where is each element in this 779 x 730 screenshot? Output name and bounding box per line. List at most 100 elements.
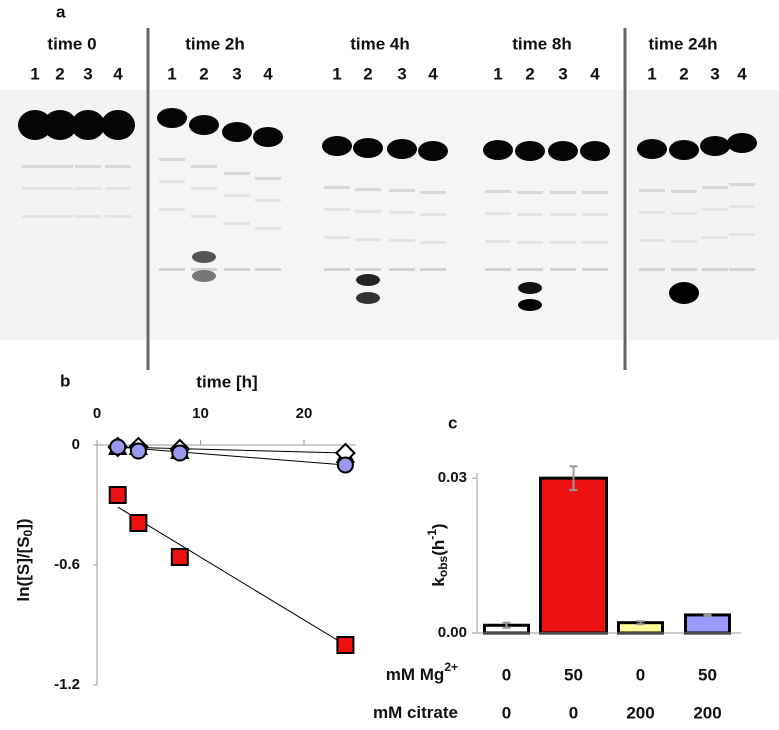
gel-product-band <box>518 282 542 294</box>
gel-band <box>418 141 448 161</box>
gel-faint-band <box>702 208 728 211</box>
label-part: 0 <box>21 529 35 536</box>
gel-faint-band <box>47 215 73 218</box>
lane-number: 3 <box>83 64 92 83</box>
gel-faint-band <box>324 268 350 271</box>
gel-faint-band <box>324 236 350 239</box>
gel-faint-band <box>389 239 415 242</box>
lane-number: 3 <box>232 64 241 83</box>
panel-label: b <box>60 371 70 390</box>
gel-faint-band <box>159 208 185 211</box>
gel-product-band <box>669 282 699 304</box>
gel-faint-band <box>729 183 755 186</box>
gel-time-label: time 24h <box>649 34 718 53</box>
y-axis-title: ln([S]/[S0]) <box>14 518 35 601</box>
lane-number: 2 <box>199 64 208 83</box>
gel-background <box>628 90 779 340</box>
y-tick-label: 0 <box>72 436 80 453</box>
lane-number: 4 <box>113 64 123 83</box>
gel-faint-band <box>420 268 446 271</box>
gel-faint-band <box>22 187 48 190</box>
error-bar <box>703 612 712 617</box>
gel-band <box>669 140 699 160</box>
gel-product-band <box>192 270 216 282</box>
category-label: 0 <box>636 665 645 684</box>
y-tick-label: 0.00 <box>438 624 467 641</box>
error-bar <box>502 621 511 629</box>
gel-band <box>157 108 187 128</box>
gel-faint-band <box>420 213 446 216</box>
gel-faint-band <box>191 268 217 271</box>
point <box>129 442 147 460</box>
fit-line <box>117 446 346 466</box>
gel-faint-band <box>729 268 755 271</box>
gel-faint-band <box>702 186 728 189</box>
gel-band <box>637 139 667 159</box>
gel-faint-band <box>389 211 415 214</box>
gel-faint-band <box>702 268 728 271</box>
gel-faint-band <box>639 189 665 192</box>
gel-band <box>71 110 105 140</box>
point <box>170 548 189 566</box>
gel-faint-band <box>255 268 281 271</box>
gel-band <box>515 141 545 161</box>
gel-band <box>548 141 578 161</box>
gel-band <box>353 138 383 158</box>
gel-band <box>387 139 417 159</box>
category-label: 200 <box>693 703 721 722</box>
gel-faint-band <box>550 213 576 216</box>
y-axis-title: kobs(h-1) <box>425 523 450 586</box>
gel-faint-band <box>550 191 576 194</box>
gel-band <box>322 136 352 156</box>
fit-line <box>117 506 346 646</box>
x-tick-label: 0 <box>93 405 101 422</box>
gel-faint-band <box>485 268 511 271</box>
fit-line <box>117 446 346 454</box>
gel-faint-band <box>75 215 101 218</box>
gel-faint-band <box>324 186 350 189</box>
category-label: 0 <box>502 703 511 722</box>
gel-faint-band <box>639 268 665 271</box>
lane-number: 4 <box>590 64 600 83</box>
gel-band <box>101 110 135 140</box>
point <box>109 438 127 456</box>
y-tick-label: -1.2 <box>54 676 80 693</box>
point <box>129 514 148 532</box>
lane-number: 2 <box>363 64 372 83</box>
x-axis-title: time [h] <box>196 372 257 391</box>
y-tick-label: -0.6 <box>54 556 80 573</box>
gel-faint-band <box>582 191 608 194</box>
gel-product-band <box>192 251 216 263</box>
gel-band <box>222 122 252 142</box>
bar <box>684 613 731 635</box>
category-label: 200 <box>626 703 654 722</box>
lane-number: 2 <box>525 64 534 83</box>
bar <box>539 476 608 635</box>
lane-number: 1 <box>647 64 656 83</box>
gel-faint-band <box>702 236 728 239</box>
gel-faint-band <box>517 213 543 216</box>
gel-faint-band <box>191 215 217 218</box>
gel-faint-band <box>255 227 281 230</box>
gel-faint-band <box>324 208 350 211</box>
panel-label: a <box>56 2 66 21</box>
row-label: mM citrate <box>373 703 458 722</box>
label-part: obs <box>436 555 450 577</box>
category-label: 0 <box>569 703 578 722</box>
lane-number: 4 <box>737 64 747 83</box>
gel-faint-band <box>75 165 101 168</box>
gel-faint-band <box>159 158 185 161</box>
gel-faint-band <box>191 187 217 190</box>
label-part: ) <box>429 523 448 529</box>
gel-faint-band <box>729 205 755 208</box>
lane-number: 2 <box>679 64 688 83</box>
gel-faint-band <box>22 165 48 168</box>
lane-number: 3 <box>558 64 567 83</box>
gel-band <box>43 110 77 140</box>
gel-faint-band <box>582 241 608 244</box>
error-bar <box>569 465 578 492</box>
gel-faint-band <box>191 165 217 168</box>
category-label: 50 <box>564 665 583 684</box>
gel-faint-band <box>517 268 543 271</box>
gel-faint-band <box>582 213 608 216</box>
